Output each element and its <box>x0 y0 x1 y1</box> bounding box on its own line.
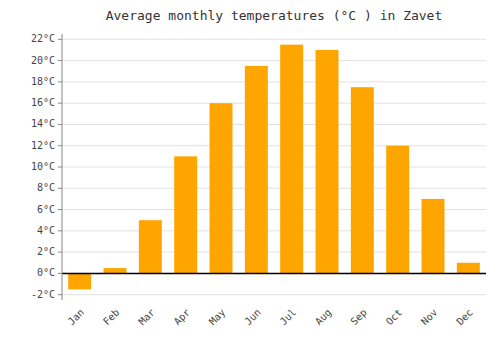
y-tick <box>58 81 62 82</box>
x-tick-label: Oct <box>384 307 405 328</box>
y-tick <box>58 252 62 253</box>
y-tick <box>58 294 62 295</box>
y-tick-label: 16°C <box>31 97 55 108</box>
y-tick <box>58 60 62 61</box>
bar <box>316 50 339 273</box>
y-tick <box>58 188 62 189</box>
y-ticks: -2°C 0°C 2°C 4°C 6°C 8°C 10°C 12°C 14°C 16°C 18°C 2… <box>31 33 62 299</box>
x-tick-label: Aug <box>313 307 334 328</box>
bar <box>68 273 91 289</box>
y-tick-label: 18°C <box>31 76 55 87</box>
bar <box>104 268 127 273</box>
y-tick <box>58 167 62 168</box>
bar <box>422 199 445 273</box>
grid-line <box>62 39 486 40</box>
y-tick-label: 10°C <box>31 161 55 172</box>
y-tick <box>58 39 62 40</box>
y-axis-line <box>62 34 63 300</box>
bar <box>351 87 374 273</box>
x-tick-label: Feb <box>101 307 122 328</box>
grid-line <box>62 167 486 168</box>
x-tick-label: Jan <box>66 307 87 328</box>
chart-svg: -2°C 0°C 2°C 4°C 6°C 8°C 10°C 12°C 14°C 16°C 18°C 2… <box>0 0 500 350</box>
background <box>0 0 500 350</box>
bar <box>139 220 162 273</box>
x-tick-label: Mar <box>136 307 157 328</box>
grid-line <box>62 273 486 274</box>
grid-line <box>62 60 486 61</box>
y-tick <box>58 145 62 146</box>
x-tick-label: Nov <box>419 307 440 328</box>
y-tick-label: 2°C <box>37 246 55 257</box>
y-tick-label: 14°C <box>31 118 55 129</box>
y-tick <box>58 209 62 210</box>
y-tick-label: 22°C <box>31 33 55 44</box>
x-tick-label: Sep <box>348 307 369 328</box>
y-tick <box>58 124 62 125</box>
bar <box>280 45 303 274</box>
y-tick-label: 20°C <box>31 55 55 66</box>
grid-line <box>62 103 486 104</box>
x-tick-label: Apr <box>172 307 193 328</box>
grid <box>62 39 486 294</box>
x-tick-label: Jul <box>278 307 299 328</box>
bar <box>457 263 480 274</box>
x-tick-label: May <box>207 307 228 328</box>
x-ticks: Jan Feb Mar Apr May Jun Jul Aug Sep Oct Nov Dec <box>66 307 475 328</box>
grid-line <box>62 188 486 189</box>
grid-line <box>62 294 486 295</box>
zero-line <box>62 273 486 275</box>
y-tick-label: 4°C <box>37 225 55 236</box>
bar <box>386 146 409 274</box>
y-tick-label: 0°C <box>37 267 55 278</box>
bars <box>68 45 480 290</box>
y-tick <box>58 103 62 104</box>
x-tick-label: Dec <box>454 307 475 328</box>
y-tick-label: 6°C <box>37 204 55 215</box>
title: Average monthly temperatures (°C ) in Za… <box>106 8 443 23</box>
chart-container: -2°C 0°C 2°C 4°C 6°C 8°C 10°C 12°C 14°C 16°C 18°C 2… <box>0 0 500 350</box>
y-tick-label: 8°C <box>37 182 55 193</box>
y-tick <box>58 230 62 231</box>
grid-line <box>62 81 486 82</box>
y-tick-label: -2°C <box>31 289 55 300</box>
bar <box>174 156 197 273</box>
grid-line <box>62 145 486 146</box>
grid-line <box>62 124 486 125</box>
bar <box>245 66 268 273</box>
bar <box>210 103 233 273</box>
y-tick <box>58 273 62 274</box>
y-tick-label: 12°C <box>31 140 55 151</box>
x-tick-label: Jun <box>242 307 263 328</box>
